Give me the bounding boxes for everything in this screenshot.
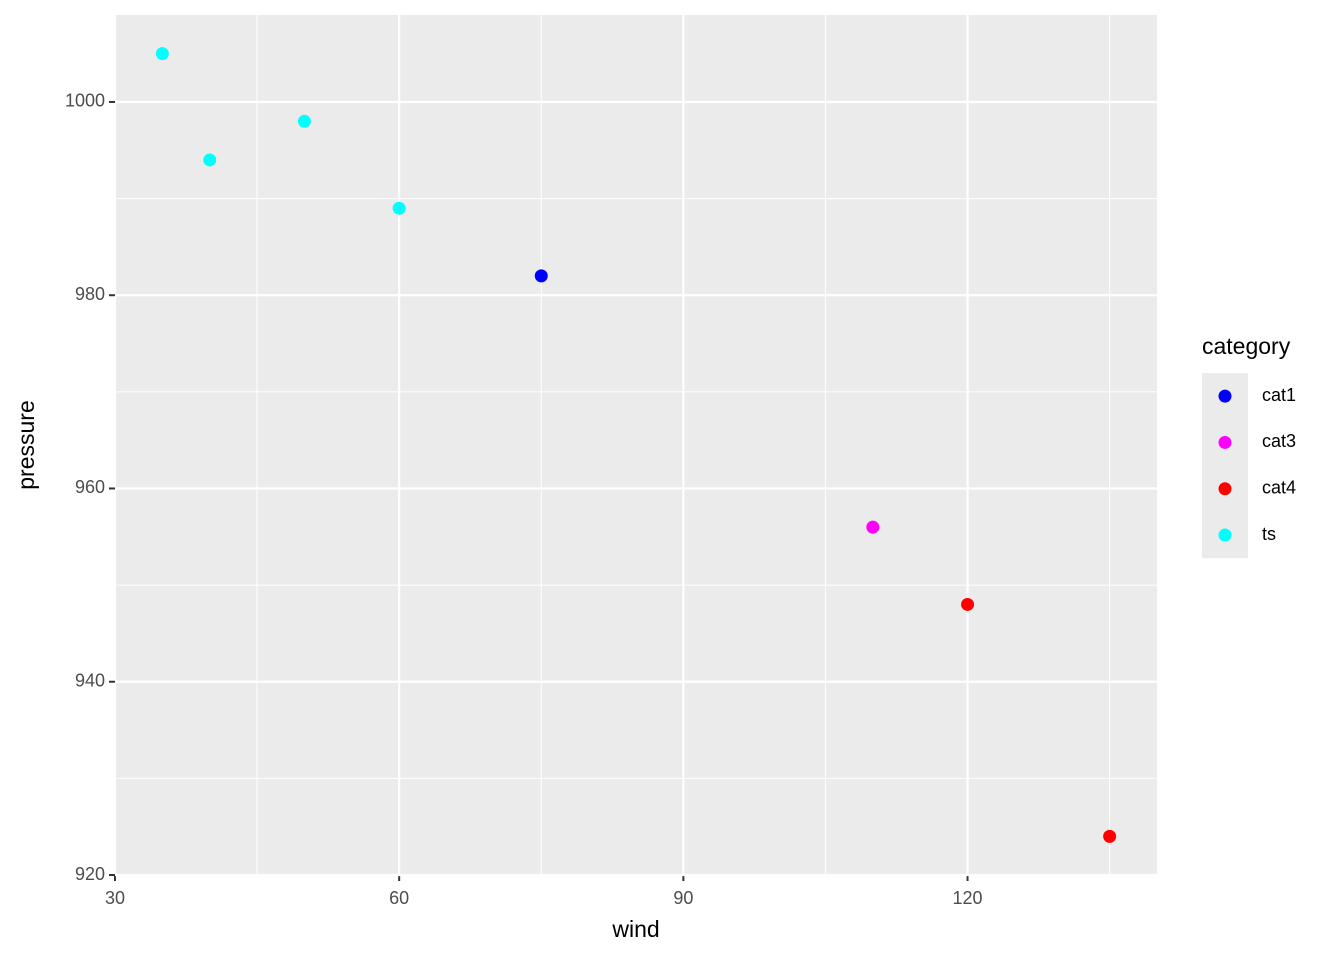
legend-key: [1218, 435, 1232, 449]
x-tick-label: 90: [673, 888, 693, 908]
point: [866, 520, 880, 534]
point: [203, 153, 217, 167]
legend-key: [1218, 389, 1232, 403]
y-tick-label: 940: [75, 670, 105, 690]
x-axis-label: wind: [611, 916, 659, 942]
y-tick-label: 980: [75, 284, 105, 304]
legend-label: cat4: [1262, 478, 1296, 498]
point: [297, 114, 311, 128]
y-tick-label: 920: [75, 864, 105, 884]
legend-label: cat1: [1262, 385, 1296, 405]
panel: [115, 15, 1157, 875]
point: [155, 47, 169, 61]
legend-key: [1218, 528, 1232, 542]
legend-label: ts: [1262, 524, 1276, 544]
x-tick-label: 120: [953, 888, 983, 908]
y-tick-label: 1000: [65, 91, 105, 111]
legend-background: [1202, 373, 1248, 559]
point: [961, 597, 975, 611]
legend-key: [1218, 482, 1232, 496]
x-tick-label: 30: [105, 888, 125, 908]
legend-title: category: [1202, 333, 1291, 359]
y-tick-label: 960: [75, 477, 105, 497]
x-tick-label: 60: [389, 888, 409, 908]
point: [392, 201, 406, 215]
point: [534, 269, 548, 283]
legend-label: cat3: [1262, 431, 1296, 451]
y-axis-label: pressure: [13, 400, 39, 489]
point: [1103, 829, 1117, 843]
